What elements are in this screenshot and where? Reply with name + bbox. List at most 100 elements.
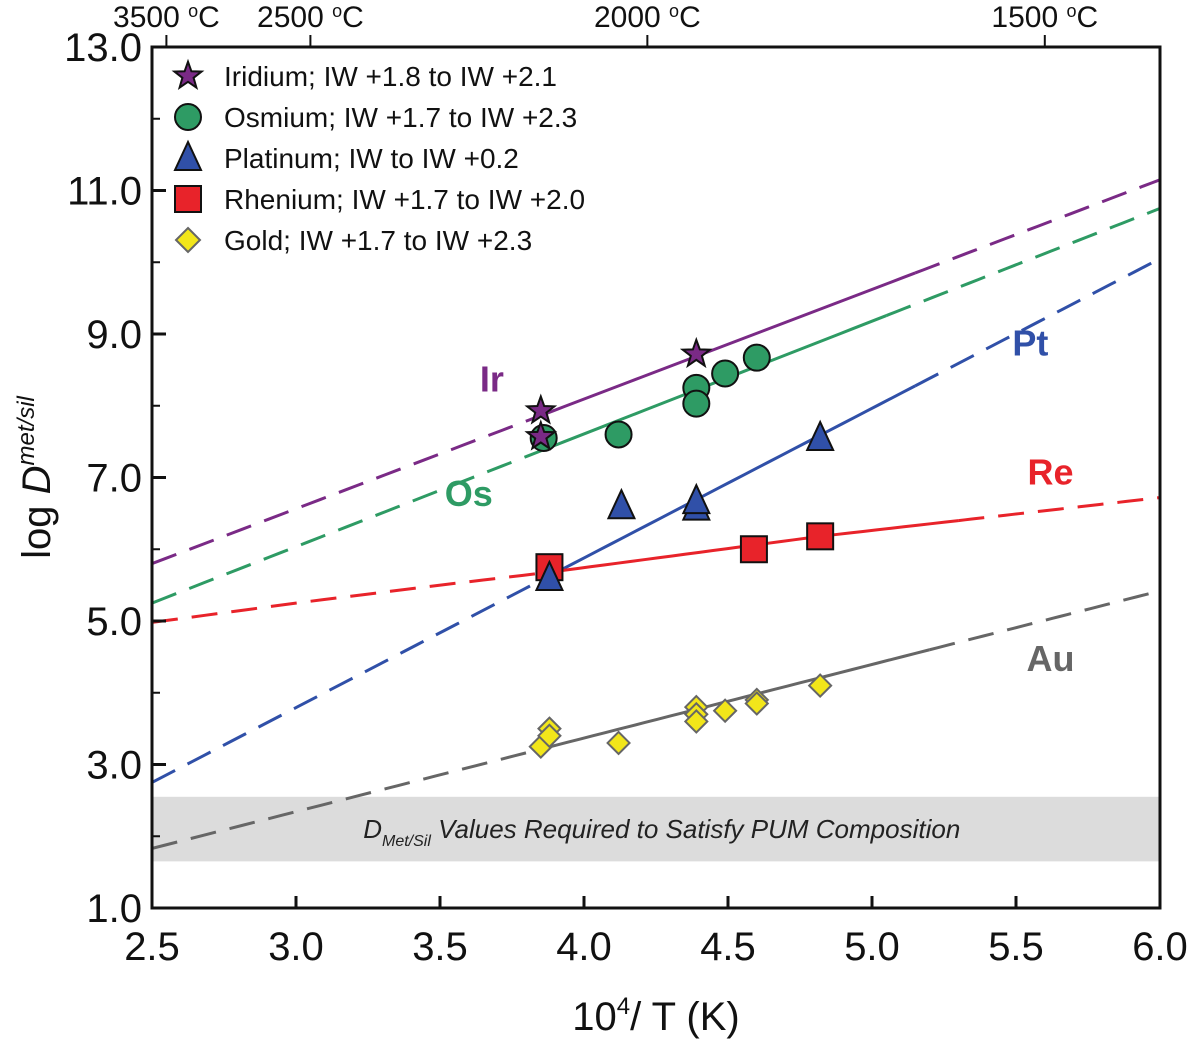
legend-marker-os xyxy=(174,103,202,131)
y-axis-label: log Dmet/sil xyxy=(13,395,59,558)
x-label-base: 10 xyxy=(572,995,617,1039)
fit-dashed-left xyxy=(152,574,551,784)
data-point xyxy=(679,336,713,369)
degree-symbol: o xyxy=(669,1,679,21)
x-tick-label: 6.0 xyxy=(1132,925,1188,969)
x-label-rest: / T (K) xyxy=(630,995,740,1039)
fit-line-re xyxy=(152,496,1160,624)
pum-band xyxy=(152,796,1160,862)
x-tick-label: 3.0 xyxy=(268,925,324,969)
fit-dashed-left xyxy=(152,570,550,624)
y-label-main: D xyxy=(15,465,59,494)
y-tick-label: 7.0 xyxy=(86,457,142,501)
degree-symbol: o xyxy=(332,1,342,21)
data-point xyxy=(805,419,835,452)
series-label-re: Re xyxy=(1028,452,1074,493)
series-pt xyxy=(534,419,835,591)
y-label-prefix: log xyxy=(15,494,59,559)
data-point xyxy=(744,691,770,716)
data-point xyxy=(604,420,633,449)
fit-dashed-left xyxy=(152,414,542,566)
band-label-main: D xyxy=(363,814,382,844)
fit-solid xyxy=(548,384,916,578)
series-label-ir: Ir xyxy=(480,358,504,399)
data-point xyxy=(534,559,565,591)
legend-marker-ir xyxy=(171,58,205,91)
fit-line-ir xyxy=(152,178,1160,566)
series-label-os: Os xyxy=(445,473,493,514)
top-tick-num: 2000 xyxy=(594,1,669,34)
top-tick-label: 2500 oC xyxy=(257,1,364,34)
data-point xyxy=(739,535,768,564)
fit-dashed-left xyxy=(152,449,542,605)
x-axis-label: 104/ T (K) xyxy=(572,993,740,1039)
band-label: DMet/Sil Values Required to Satisfy PUM … xyxy=(363,814,960,850)
data-point xyxy=(524,419,558,451)
series-os xyxy=(529,343,771,453)
top-tick-unit: C xyxy=(198,1,220,34)
legend-label: Osmium; IW +1.7 to IW +2.3 xyxy=(224,102,577,133)
fit-solid xyxy=(540,648,930,751)
legend-label: Platinum; IW to IW +0.2 xyxy=(224,143,519,174)
data-point xyxy=(606,487,637,520)
data-point xyxy=(712,698,738,724)
fit-line-os xyxy=(152,207,1160,605)
legend-label: Rhenium; IW +1.7 to IW +2.0 xyxy=(224,184,585,215)
data-point xyxy=(606,730,631,756)
legend: Iridium; IW +1.8 to IW +2.1 Osmium; IW +1… xyxy=(171,58,585,256)
data-point xyxy=(682,389,711,418)
y-tick-label: 11.0 xyxy=(67,170,142,214)
x-tick-label: 5.0 xyxy=(844,925,900,969)
data-point xyxy=(742,343,771,372)
data-point xyxy=(711,359,740,388)
y-tick-label: 5.0 xyxy=(86,600,142,644)
fit-line-pt xyxy=(152,257,1160,784)
degree-symbol: o xyxy=(188,1,198,21)
series-label-pt: Pt xyxy=(1012,323,1048,364)
y-tick-label: 1.0 xyxy=(86,887,142,931)
y-tick-label: 3.0 xyxy=(86,744,142,788)
top-tick-num: 1500 xyxy=(991,1,1066,34)
fit-solid xyxy=(540,314,887,453)
legend-label: Gold; IW +1.7 to IW +2.3 xyxy=(224,225,532,256)
plot-frame xyxy=(150,45,1162,910)
y-label-sup: met/sil xyxy=(13,395,40,465)
series-re xyxy=(535,522,835,582)
series-au xyxy=(528,673,833,759)
fit-dashed-left xyxy=(152,747,542,850)
y-tick-label: 13.0 xyxy=(64,26,142,70)
top-tick-label: 1500 oC xyxy=(991,1,1098,34)
legend-marker-au xyxy=(174,226,202,254)
data-point xyxy=(681,482,711,515)
x-label-sup: 4 xyxy=(617,993,630,1020)
series-label-au: Au xyxy=(1027,638,1075,679)
data-point xyxy=(806,522,835,551)
x-tick-label: 4.0 xyxy=(556,925,612,969)
legend-marker-re xyxy=(174,185,202,213)
fit-dashed-right xyxy=(885,207,1160,317)
y-tick-label: 9.0 xyxy=(86,313,142,357)
degree-symbol: o xyxy=(1066,1,1076,21)
legend-label: Iridium; IW +1.8 to IW +2.1 xyxy=(224,61,557,92)
top-tick-num: 2500 xyxy=(257,1,332,34)
data-point xyxy=(683,709,709,734)
data-point xyxy=(524,393,558,425)
fit-dashed-right xyxy=(914,178,1160,275)
top-tick-label: 2000 oC xyxy=(594,1,701,34)
top-tick-label: 3500 oC xyxy=(113,1,220,34)
band-label-rest: Values Required to Satisfy PUM Compositi… xyxy=(431,814,960,844)
x-tick-label: 4.5 xyxy=(700,925,756,969)
fit-line-au xyxy=(152,589,1160,850)
top-tick-num: 3500 xyxy=(113,1,188,34)
x-tick-label: 3.5 xyxy=(412,925,468,969)
data-point xyxy=(537,723,562,749)
data-point xyxy=(807,673,833,698)
band-label-sub: Met/Sil xyxy=(382,833,431,850)
legend-marker-pt xyxy=(173,139,203,171)
top-tick-unit: C xyxy=(679,1,701,34)
top-tick-unit: C xyxy=(1077,1,1099,34)
series-ir xyxy=(524,336,713,451)
x-tick-label: 2.5 xyxy=(124,925,180,969)
